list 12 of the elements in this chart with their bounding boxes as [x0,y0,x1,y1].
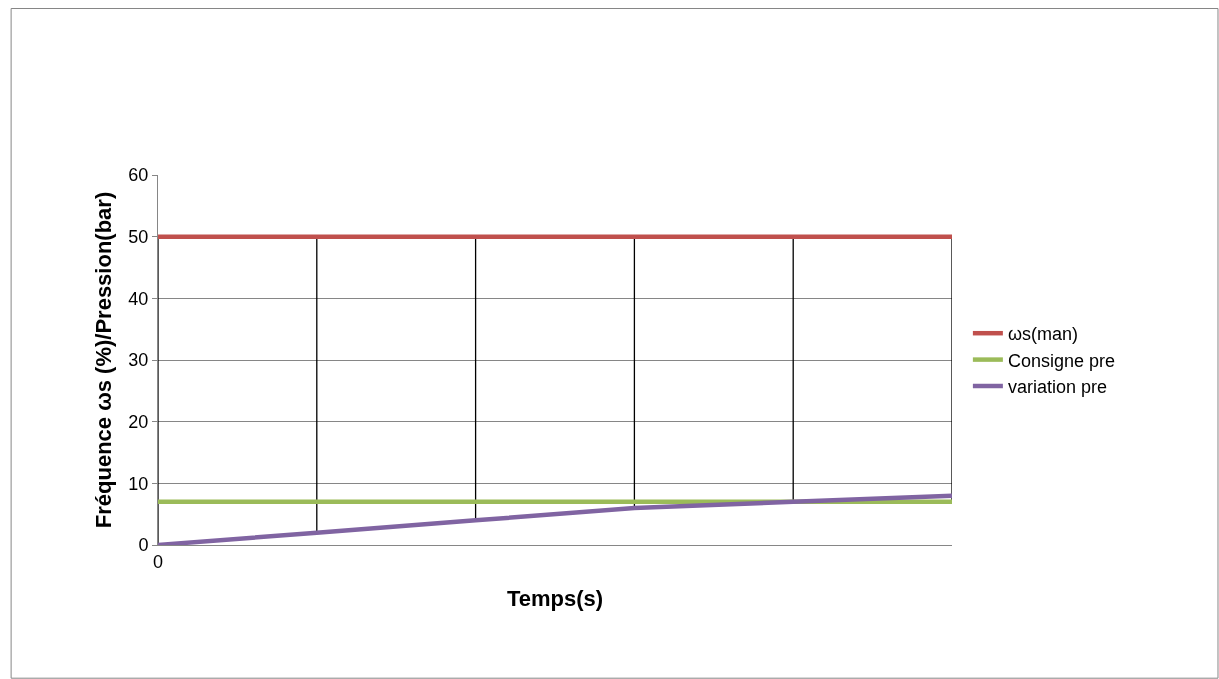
y-tick-label: 30 [128,350,149,371]
legend-label: Consigne pre [1007,350,1115,371]
x-axis-title: Temps(s) [506,586,604,612]
legend-label: ωs(man) [1007,324,1078,345]
y-axis-title: Fréquence ωs (%)/Pression(bar) [91,191,117,529]
y-tick-label: 50 [128,226,149,247]
legend-label: variation pre [1007,377,1107,398]
y-tick-label: 10 [128,473,149,494]
y-tick-label: 20 [128,411,149,432]
y-tick-label: 0 [138,535,149,556]
y-tick-label: 40 [128,288,149,309]
y-tick-label: 60 [128,165,149,186]
